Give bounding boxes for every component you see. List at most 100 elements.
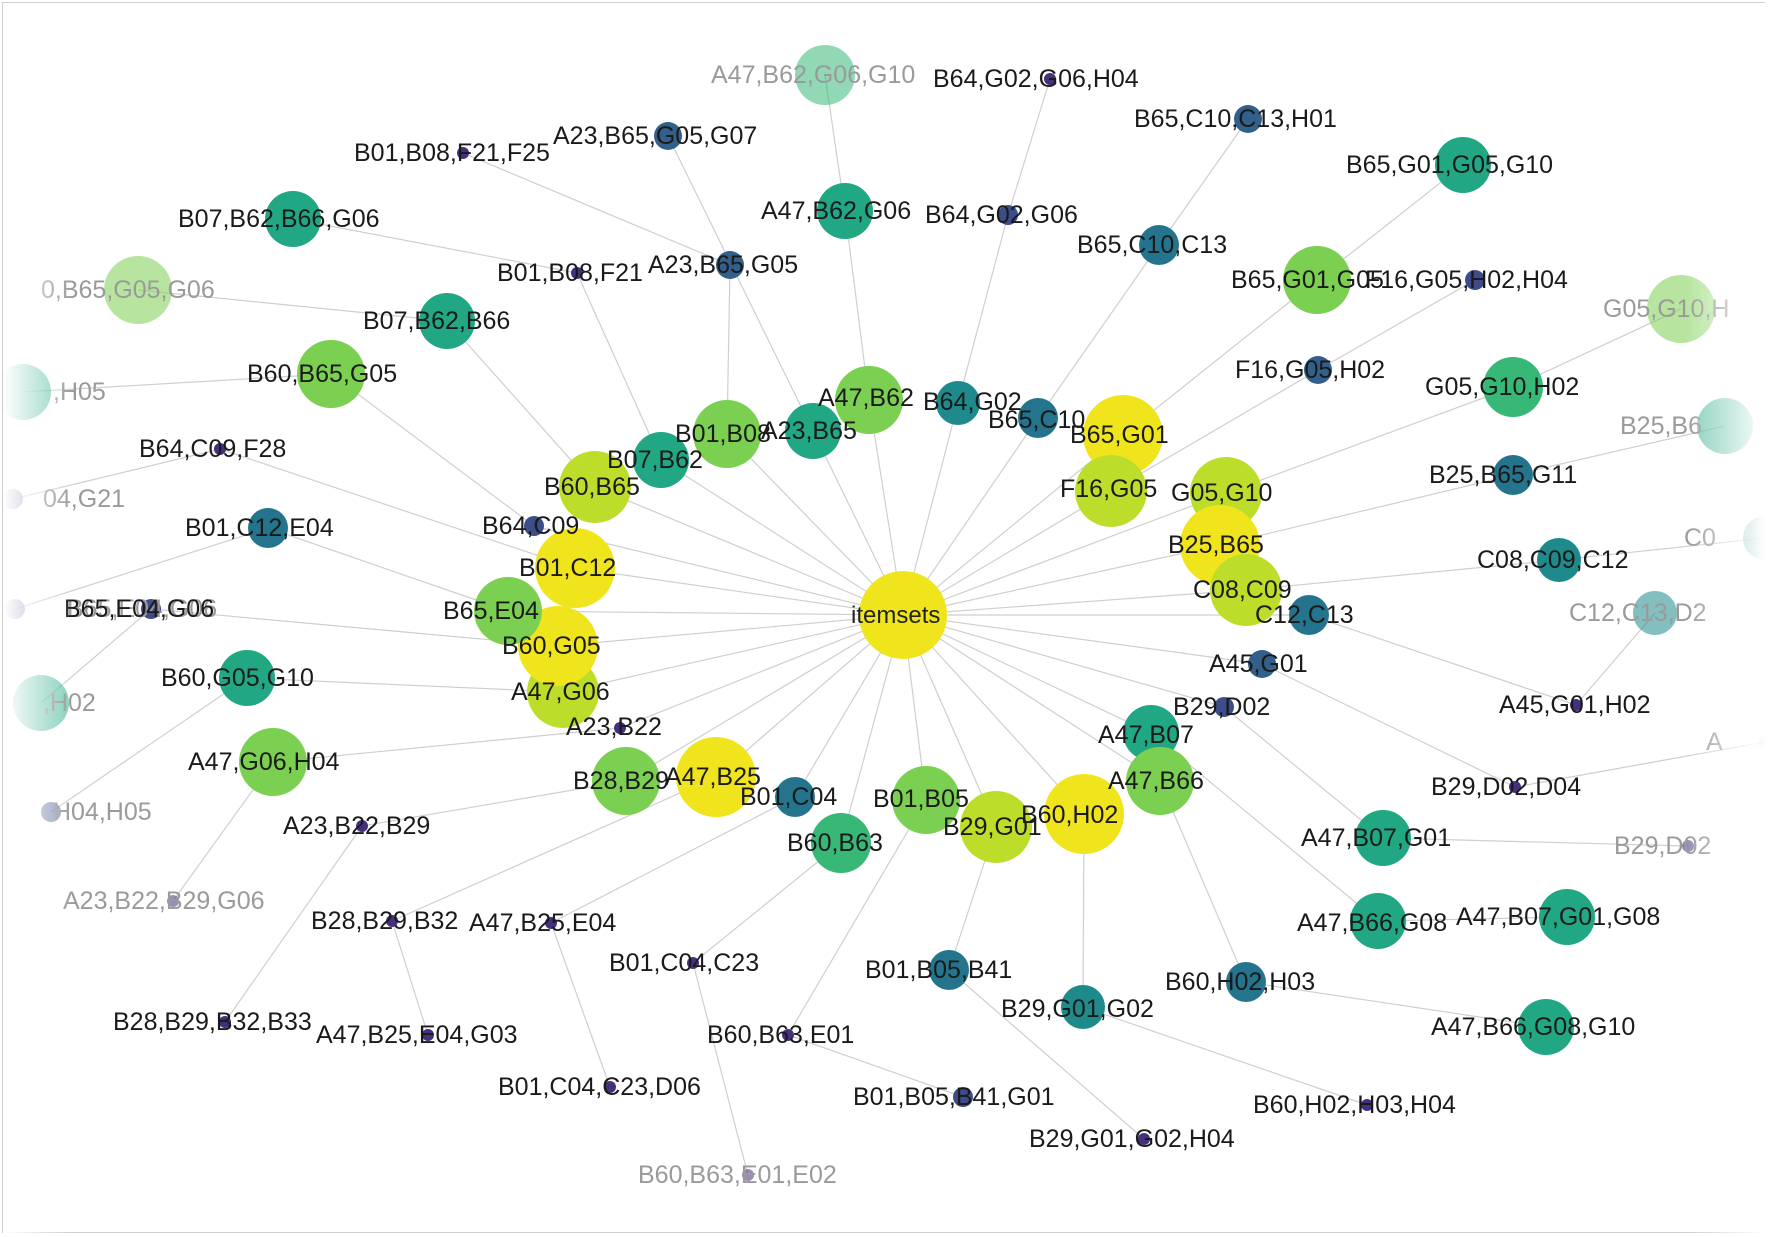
node-level2[interactable]	[248, 508, 288, 548]
node-level2[interactable]	[1483, 357, 1543, 417]
node-level1[interactable]	[936, 381, 980, 425]
node-level2[interactable]	[1355, 810, 1411, 866]
node-level3[interactable]	[604, 1081, 616, 1093]
node-level1[interactable]	[1210, 554, 1282, 626]
node-level2[interactable]	[239, 728, 307, 796]
node-label-level3: F16,G05,H02,H04	[1365, 266, 1568, 294]
edge-B01,B05-B60,B63,E01	[787, 799, 927, 1036]
node-level3[interactable]	[167, 895, 179, 907]
node-level1[interactable]	[1126, 747, 1194, 815]
edge-A23,B65,G05-B01,B08,F21,F25	[462, 152, 731, 266]
node-level1[interactable]	[1214, 697, 1234, 717]
edge-center-B60,B65	[594, 486, 904, 616]
node-level1[interactable]	[960, 791, 1032, 863]
edge-A47,B07,G01-B29,D02	[1382, 837, 1689, 847]
node-level3[interactable]	[953, 1087, 973, 1107]
node-level2[interactable]	[687, 957, 699, 969]
node-level1[interactable]	[559, 451, 631, 523]
node-level3[interactable]	[1518, 999, 1574, 1055]
node-level2[interactable]	[782, 1029, 794, 1041]
node-level2[interactable]	[419, 293, 475, 349]
node-label-level1: C12,C13	[1255, 601, 1354, 629]
edge-A45,G01-B29,D02,D04	[1261, 663, 1516, 788]
node-level3[interactable]	[1435, 137, 1491, 193]
node-level2[interactable]	[297, 340, 365, 408]
edge-center-B28,B29	[625, 614, 904, 782]
edge-A47,B25-B28,B29,B32	[391, 776, 717, 922]
node-level2[interactable]	[219, 650, 275, 706]
node-level2[interactable]	[1139, 225, 1179, 265]
node-level1[interactable]	[524, 516, 544, 536]
node-level2[interactable]	[1304, 356, 1332, 384]
node-level1[interactable]	[676, 737, 756, 817]
node-level1[interactable]	[614, 722, 626, 734]
node-level2[interactable]	[1509, 781, 1521, 793]
node-level3[interactable]	[265, 191, 321, 247]
node-level3[interactable]	[422, 1029, 434, 1041]
edge-center-B07,B62	[660, 459, 904, 616]
node-level2[interactable]	[1537, 538, 1581, 582]
node-level2[interactable]	[141, 599, 161, 619]
node-level3[interactable]	[742, 1169, 754, 1181]
node-level1[interactable]	[835, 366, 903, 434]
node-level1[interactable]	[892, 766, 960, 834]
node-label-level3: B01,B05,B41,G01	[853, 1083, 1055, 1111]
node-level1[interactable]	[474, 577, 542, 645]
node-level3[interactable]	[457, 147, 469, 159]
node-level1[interactable]	[811, 813, 871, 873]
node-level2[interactable]	[998, 205, 1018, 225]
node-label-level3: B65,G01,G05,G10	[1346, 151, 1553, 179]
node-level2[interactable]	[214, 443, 226, 455]
node-level1[interactable]	[1044, 774, 1124, 854]
node-level1[interactable]	[633, 432, 689, 488]
node-level2[interactable]	[1570, 699, 1582, 711]
node-level2[interactable]	[1350, 893, 1406, 949]
node-level3[interactable]	[1361, 1099, 1373, 1111]
node-level1[interactable]	[1083, 395, 1163, 475]
node-label-level2: A23,B65,G05	[648, 251, 798, 279]
node-level3[interactable]	[1044, 73, 1056, 85]
edge-A23,B22-A47,G06,H04	[272, 727, 621, 763]
node-level3[interactable]	[1138, 1133, 1150, 1145]
node-level2[interactable]	[356, 820, 368, 832]
node-level2[interactable]	[571, 267, 583, 279]
node-label-level1: B07,B62	[607, 446, 703, 474]
node-level2[interactable]	[929, 950, 969, 990]
node-level3[interactable]	[219, 1016, 231, 1028]
node-level3[interactable]	[1539, 889, 1595, 945]
node-level1[interactable]	[785, 403, 841, 459]
node-label-level2: B60,B65,G05	[247, 360, 397, 388]
node-level1[interactable]	[535, 528, 615, 608]
node-level1[interactable]	[775, 777, 815, 817]
edge-A47,B66-B60,H02,H03	[1159, 780, 1247, 983]
node-level1[interactable]	[592, 747, 660, 815]
node-level2[interactable]	[817, 183, 873, 239]
node-label-level1: A47,B66	[1108, 767, 1204, 795]
node-level3[interactable]	[654, 122, 682, 150]
node-center[interactable]	[859, 571, 947, 659]
node-label-level3: A23,B65,G05,G07	[553, 122, 757, 150]
node-level3[interactable]	[1234, 105, 1262, 133]
node-level3[interactable]	[104, 256, 172, 324]
node-level1[interactable]	[693, 400, 761, 468]
right-edge-fade	[1686, 3, 1766, 1234]
node-level3[interactable]	[795, 45, 855, 105]
node-level1[interactable]	[1289, 595, 1329, 635]
node-level1[interactable]	[1123, 705, 1179, 761]
node-level1[interactable]	[1248, 650, 1276, 678]
node-level2[interactable]	[716, 251, 744, 279]
node-label-level2: B01,B08,F21	[497, 259, 643, 287]
edge-B64,G02-B64,G02,G06	[957, 214, 1009, 404]
node-level2[interactable]	[1061, 985, 1105, 1029]
edge-C08,C09-C08,C09,C12	[1245, 559, 1560, 591]
node-level2[interactable]	[1283, 246, 1351, 314]
edge-center-B01,C12	[574, 567, 904, 616]
node-level1[interactable]	[1075, 455, 1147, 527]
node-level1[interactable]	[1018, 398, 1058, 438]
node-level2[interactable]	[386, 915, 398, 927]
node-level2[interactable]	[1226, 962, 1266, 1002]
node-level2[interactable]	[545, 917, 557, 929]
node-level3[interactable]	[1465, 270, 1485, 290]
node-level3[interactable]	[1633, 591, 1677, 635]
node-level2[interactable]	[1493, 455, 1533, 495]
